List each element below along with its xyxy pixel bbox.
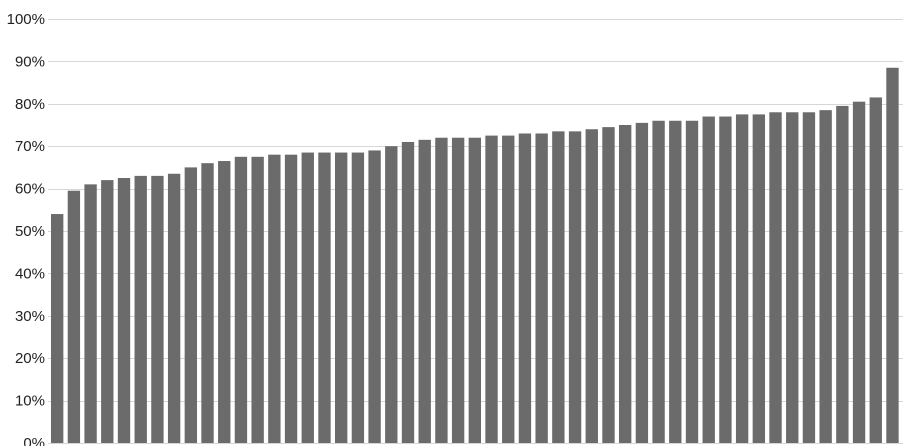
bar-9 xyxy=(184,167,198,443)
bar-5 xyxy=(117,178,131,443)
bar-3 xyxy=(84,184,97,444)
bar-47 xyxy=(819,110,832,443)
bars xyxy=(51,67,899,444)
bar-14 xyxy=(268,154,281,443)
bar-17 xyxy=(318,152,331,443)
bar-11 xyxy=(218,161,231,444)
bar-30 xyxy=(535,133,548,444)
bar-19 xyxy=(351,152,365,443)
bar-27 xyxy=(485,135,498,443)
bar-25 xyxy=(451,137,465,443)
y-tick-label: 20% xyxy=(15,350,45,367)
bar-43 xyxy=(752,114,766,444)
bar-21 xyxy=(385,146,398,443)
bar-28 xyxy=(502,135,515,443)
bar-50 xyxy=(869,97,882,443)
bar-42 xyxy=(735,114,749,444)
bar-1 xyxy=(51,214,64,443)
y-tick-label: 0% xyxy=(23,435,45,446)
y-tick-label: 50% xyxy=(15,223,45,240)
bar-8 xyxy=(167,173,181,443)
bar-24 xyxy=(435,137,448,443)
y-tick-label: 90% xyxy=(15,53,45,70)
bar-32 xyxy=(568,131,582,444)
bar-41 xyxy=(719,116,732,444)
bar-31 xyxy=(552,131,565,444)
bar-10 xyxy=(201,163,214,443)
bar-46 xyxy=(802,112,816,443)
bar-33 xyxy=(585,129,598,444)
bar-44 xyxy=(769,112,782,443)
y-tick-label: 40% xyxy=(15,265,45,282)
bar-2 xyxy=(67,190,81,443)
y-tick-label: 10% xyxy=(15,393,45,410)
bar-36 xyxy=(635,122,649,443)
bar-49 xyxy=(852,101,866,444)
y-tick-label: 70% xyxy=(15,138,45,155)
bar-37 xyxy=(652,120,665,443)
y-tick-label: 30% xyxy=(15,308,45,325)
bar-22 xyxy=(401,141,415,443)
y-tick-label: 60% xyxy=(15,181,45,198)
bar-38 xyxy=(669,120,682,443)
bar-16 xyxy=(301,152,314,443)
bar-29 xyxy=(518,133,532,444)
bar-35 xyxy=(619,125,632,443)
bar-34 xyxy=(602,127,615,444)
bar-40 xyxy=(702,116,715,444)
bar-48 xyxy=(836,105,849,444)
bar-26 xyxy=(468,137,482,443)
bar-6 xyxy=(134,175,147,443)
bar-13 xyxy=(251,156,264,444)
bar-45 xyxy=(786,112,799,443)
bar-39 xyxy=(685,120,699,443)
y-axis-tick-labels: 0% 10% 20% 30% 40% 50% 60% 70% 80% 90% 100% xyxy=(7,11,45,446)
bar-7 xyxy=(151,175,164,443)
y-tick-label: 80% xyxy=(15,96,45,113)
bar-12 xyxy=(234,156,248,444)
y-tick-label: 100% xyxy=(7,11,45,28)
bar-20 xyxy=(368,150,381,443)
bar-18 xyxy=(335,152,348,443)
bar-23 xyxy=(418,139,431,443)
bar-15 xyxy=(284,154,298,443)
bar-51 xyxy=(886,67,899,443)
bar-4 xyxy=(101,180,114,443)
